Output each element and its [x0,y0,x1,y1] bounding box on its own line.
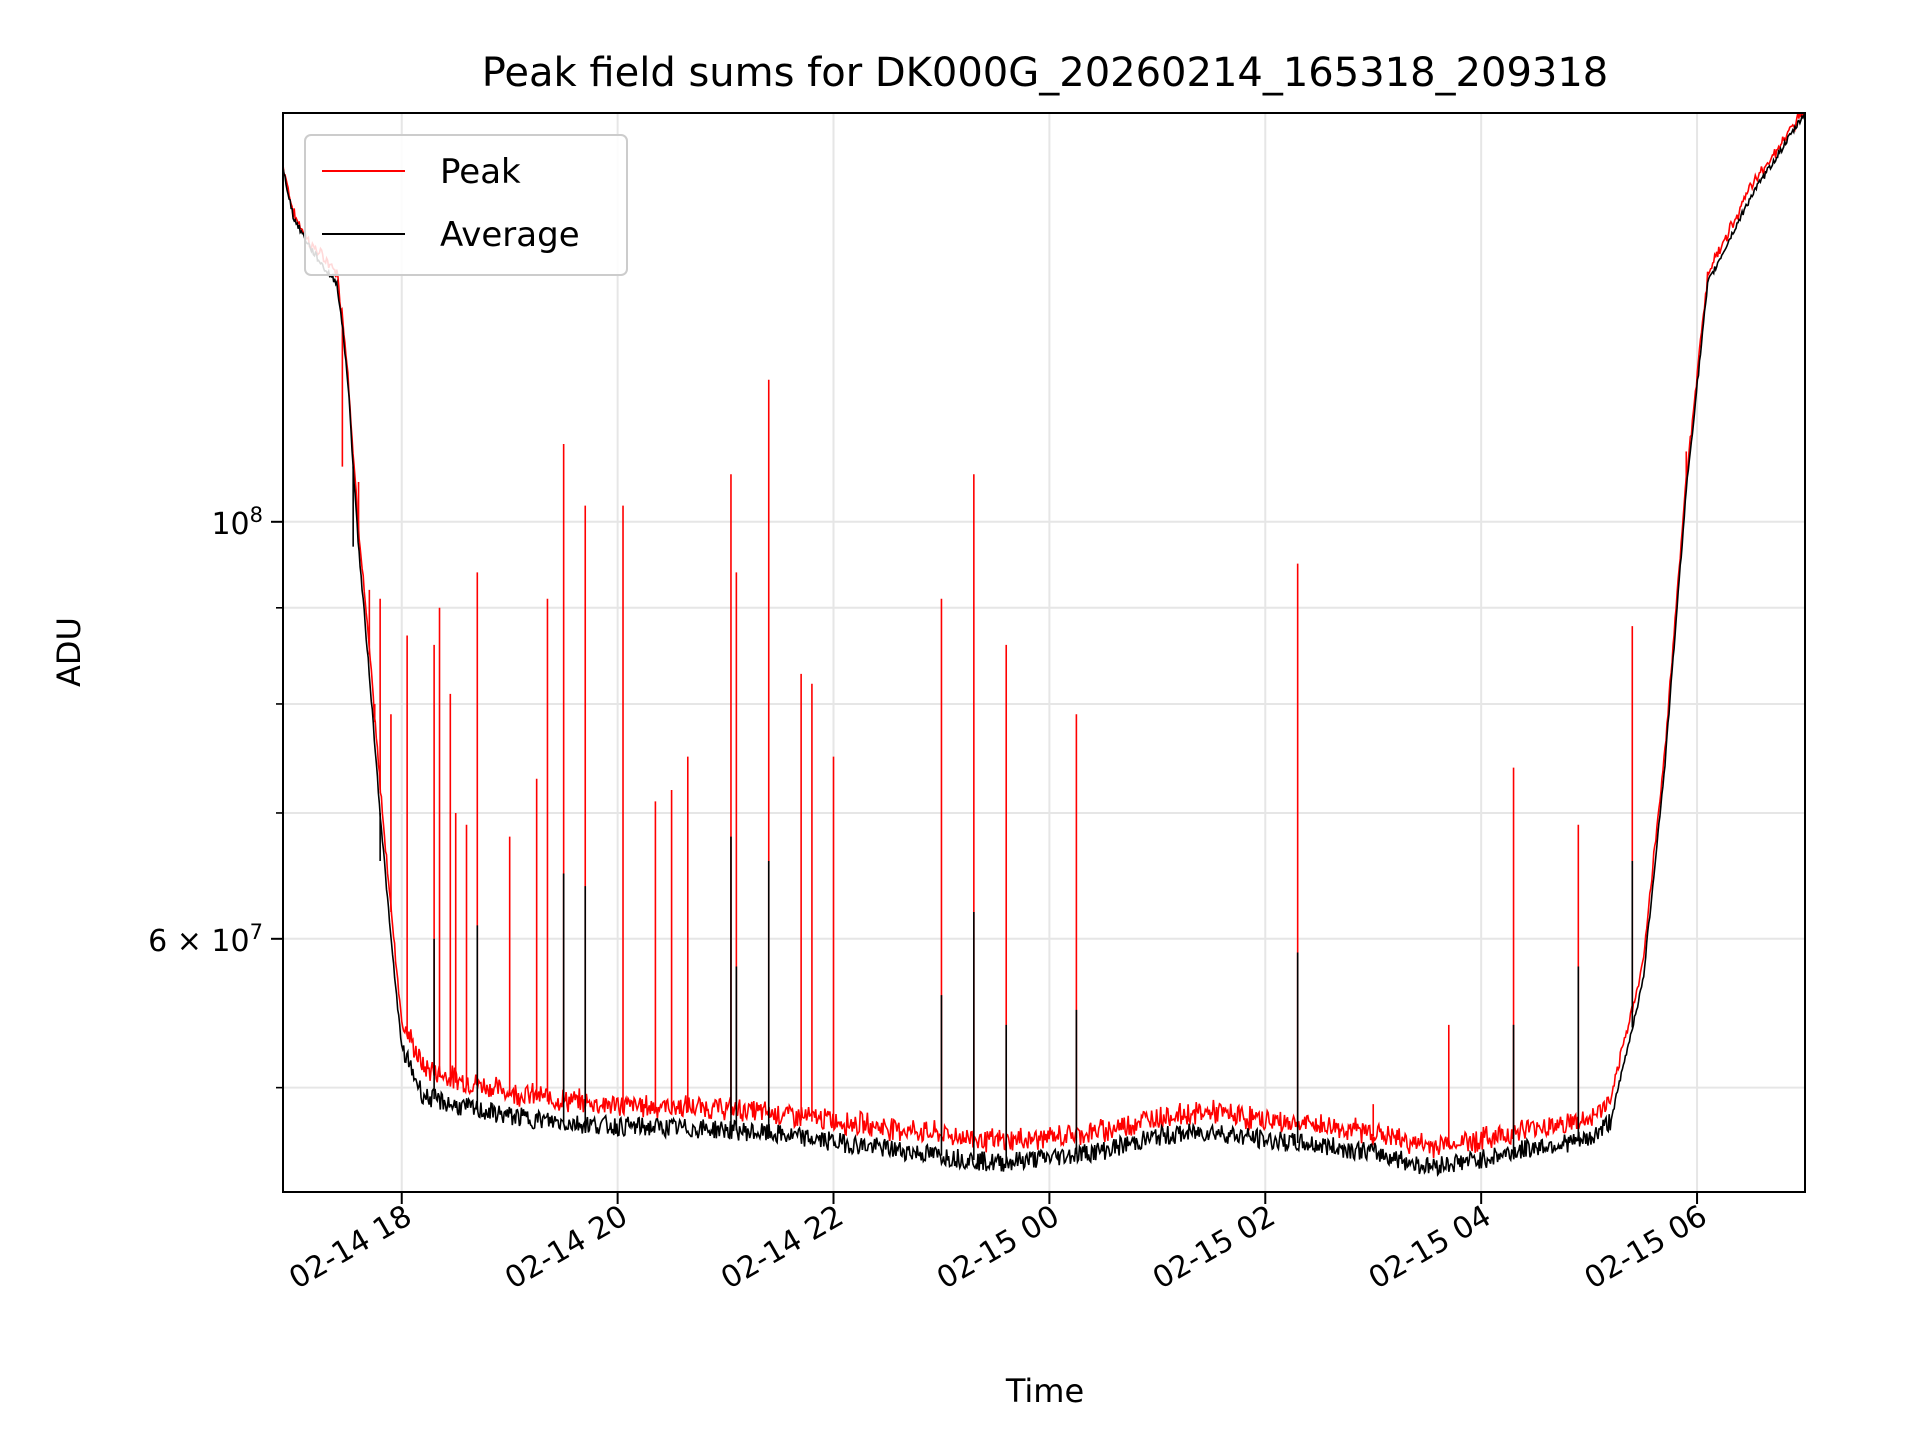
peak-line [283,113,1805,1158]
y-tick-label: 108 [211,503,263,542]
series-peak [283,113,1805,1158]
plot-frame [282,112,1806,1193]
y-tick-label: 6 × 107 [148,920,263,959]
chart-title: Peak field sums for DK000G_20260214_1653… [482,50,1609,96]
x-axis-label: Time [1005,1372,1084,1410]
y-axis: 108 6 × 107 [148,503,283,1089]
legend-peak-label: Peak [440,152,521,192]
average-line [283,113,1805,1177]
legend-average-label: Average [440,215,580,255]
y-axis-label: ADU [50,617,88,687]
series-average [283,113,1805,1177]
series-layer [283,113,1805,1177]
legend: Peak Average [304,134,628,276]
